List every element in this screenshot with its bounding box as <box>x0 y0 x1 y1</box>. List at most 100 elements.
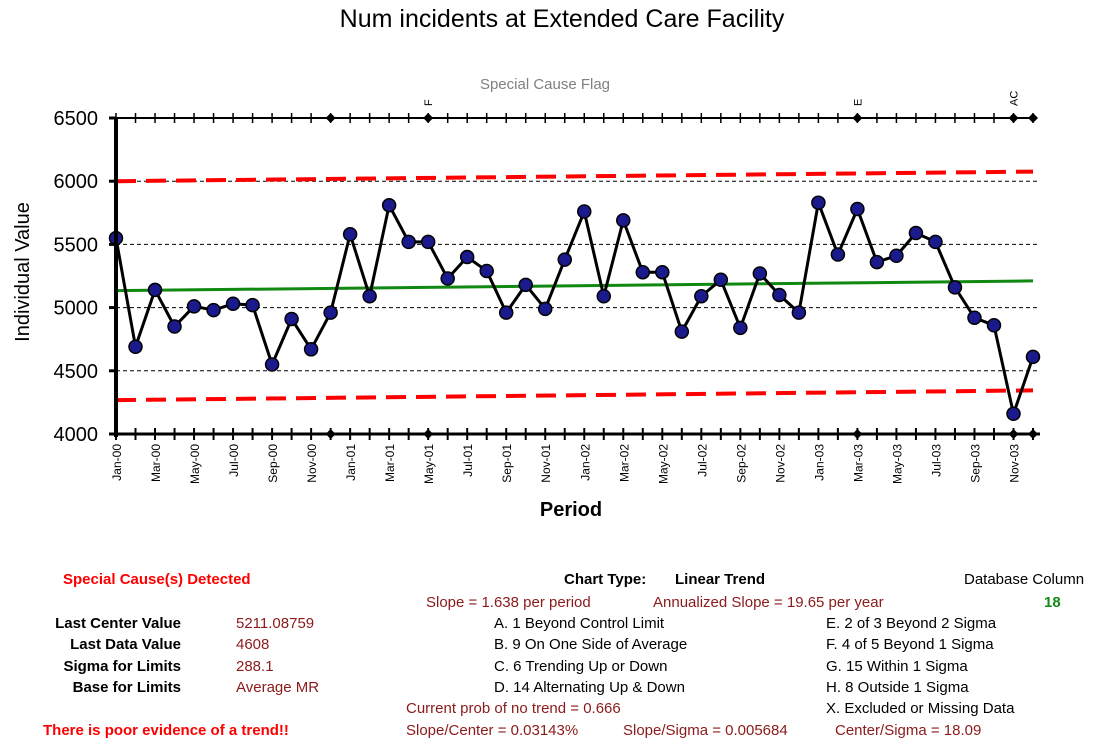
y-tick-label: 4000 <box>54 424 99 446</box>
data-point <box>1006 406 1021 422</box>
special-cause-flag-title: Special Cause Flag <box>480 76 610 93</box>
rule-f: F. 4 of 5 Beyond 1 Sigma <box>826 636 994 653</box>
x-tick-label: Sep-02 <box>734 444 748 483</box>
x-tick-label: Nov-01 <box>539 444 553 483</box>
special-cause-flag-label: AC <box>1008 91 1020 106</box>
x-tick-label: May-00 <box>188 444 202 484</box>
x-tick-label: Jan-02 <box>578 444 592 481</box>
rule-b: B. 9 On One Side of Average <box>494 636 688 653</box>
x-tick-label: Sep-00 <box>266 444 280 483</box>
y-tick-label: 6000 <box>54 171 99 193</box>
flag-marker-top <box>325 113 336 123</box>
last-center-value: 5211.08759 <box>236 615 315 632</box>
data-point <box>518 277 533 293</box>
flag-marker-top <box>852 113 863 123</box>
lower-control-limit <box>115 388 1034 403</box>
data-point <box>635 264 651 280</box>
rule-x: X. Excluded or Missing Data <box>826 700 1015 717</box>
flag-marker-bottom <box>1008 429 1019 439</box>
data-point <box>245 297 260 313</box>
base-label: Base for Limits <box>72 679 181 696</box>
y-tick-label: 5500 <box>54 234 99 256</box>
y-tick-label: 5000 <box>54 298 99 320</box>
data-point <box>967 310 982 325</box>
x-tick-label: Jul-02 <box>695 444 709 477</box>
center-line <box>115 279 1034 293</box>
data-point <box>986 318 1002 333</box>
data-point <box>733 320 748 336</box>
y-tick-label: 6500 <box>54 108 99 130</box>
flag-marker-top <box>1008 113 1019 123</box>
x-tick-label: Nov-03 <box>1007 444 1021 483</box>
data-point <box>947 280 963 295</box>
rule-g: G. 15 Within 1 Sigma <box>826 658 968 675</box>
prob-no-trend: Current prob of no trend = 0.666 <box>406 700 621 717</box>
database-column-label: Database Column <box>964 571 1085 588</box>
data-point <box>830 247 846 262</box>
chart-type-label: Chart Type: <box>564 571 647 588</box>
data-point <box>147 282 163 298</box>
annualized-slope-text: Annualized Slope = 19.65 per year <box>653 594 884 611</box>
x-tick-label: Mar-02 <box>617 444 631 482</box>
data-point <box>889 248 904 264</box>
data-point <box>284 311 299 327</box>
rule-c: C. 6 Trending Up or Down <box>494 658 668 675</box>
data-point <box>752 266 768 281</box>
flag-marker-bottom <box>423 429 434 439</box>
trend-evidence: There is poor evidence of a trend!! <box>43 722 289 739</box>
data-point <box>908 225 924 241</box>
chart-title: Num incidents at Extended Care Facility <box>340 5 785 33</box>
data-point <box>694 288 709 304</box>
y-axis-label: Individual Value <box>12 202 34 342</box>
data-point <box>303 342 319 357</box>
data-point <box>1025 349 1041 365</box>
x-tick-label: May-02 <box>656 444 670 484</box>
data-point <box>459 249 475 265</box>
flag-marker-bottom <box>852 429 863 439</box>
data-point <box>772 287 787 303</box>
data-point <box>479 263 494 279</box>
special-cause-flag-label: F <box>423 99 435 106</box>
data-point <box>186 299 202 314</box>
rule-h: H. 8 Outside 1 Sigma <box>826 679 969 696</box>
data-point <box>167 319 182 334</box>
flag-marker-bottom <box>325 429 336 439</box>
slope-sigma: Slope/Sigma = 0.005684 <box>623 722 788 739</box>
slope-center: Slope/Center = 0.03143% <box>406 722 579 739</box>
flag-marker-top <box>1028 113 1038 123</box>
last-center-label: Last Center Value <box>55 615 181 632</box>
x-tick-label: May-01 <box>422 444 436 484</box>
x-tick-label: Jan-03 <box>812 444 826 481</box>
special-causes-heading: Special Cause(s) Detected <box>63 571 251 588</box>
data-point <box>655 264 670 280</box>
data-point <box>225 296 241 312</box>
last-data-value: 4608 <box>236 636 270 653</box>
flag-marker-top <box>423 113 434 123</box>
data-point <box>537 301 553 317</box>
x-tick-label: Mar-01 <box>383 444 397 482</box>
y-tick-label: 4500 <box>54 361 99 383</box>
last-data-label: Last Data Value <box>70 636 181 653</box>
flag-marker-bottom <box>1028 429 1038 439</box>
sigma-label: Sigma for Limits <box>63 658 181 675</box>
x-tick-label: Jul-01 <box>461 444 475 477</box>
data-point <box>850 201 865 217</box>
data-point <box>869 254 885 270</box>
data-point <box>206 302 221 318</box>
x-axis-label: Period <box>540 499 602 521</box>
data-point <box>128 339 143 355</box>
slope-text: Slope = 1.638 per period <box>426 594 591 611</box>
data-point <box>811 195 826 210</box>
data-point <box>674 324 690 339</box>
data-point <box>791 305 807 320</box>
x-tick-label: Jul-03 <box>929 444 943 477</box>
data-point <box>713 272 729 288</box>
x-tick-label: Nov-02 <box>773 444 787 483</box>
data-point <box>342 227 358 242</box>
chart-type-value: Linear Trend <box>675 571 766 588</box>
x-tick-label: Jan-00 <box>110 444 124 481</box>
x-tick-label: Mar-03 <box>851 444 865 482</box>
center-sigma: Center/Sigma = 18.09 <box>835 722 982 739</box>
data-point <box>596 288 612 304</box>
x-tick-label: Jan-01 <box>344 444 358 481</box>
